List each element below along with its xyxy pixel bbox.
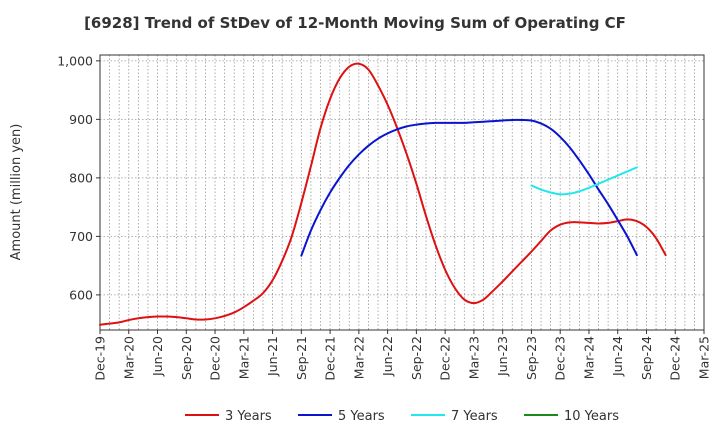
x-tick-label: Sep-20 (179, 336, 194, 380)
y-axis-label: Amount (million yen) (9, 124, 24, 261)
legend-label-7-years: 7 Years (451, 409, 498, 424)
x-tick-label: Mar-23 (466, 336, 481, 379)
x-tick-label: Sep-23 (524, 336, 539, 380)
x-tick-label: Dec-20 (208, 336, 223, 381)
x-tick-label: Dec-19 (93, 336, 108, 381)
x-tick-label: Jun-23 (495, 336, 510, 377)
plot-frame (99, 54, 705, 331)
x-tick-label: Dec-22 (438, 336, 453, 381)
x-tick-label: Sep-21 (294, 336, 309, 380)
y-tick-label: 700 (69, 229, 93, 244)
x-tick-label: Dec-23 (553, 336, 568, 381)
x-tick-label: Mar-20 (121, 336, 136, 379)
x-tick-label: Mar-22 (351, 336, 366, 379)
x-tick-label: Sep-22 (409, 336, 424, 380)
x-tick-label: Jun-21 (265, 336, 280, 377)
x-tick-label: Dec-24 (668, 336, 683, 381)
x-tick-labels: Dec-19 Mar-20 Jun-20 Sep-20 Dec-20 Mar-21 Jun-… (93, 330, 712, 381)
legend-label-3-years: 3 Years (225, 409, 272, 424)
grid-layer (100, 55, 704, 330)
legend-label-10-years: 10 Years (564, 409, 619, 424)
series-layer (99, 62, 667, 326)
y-tick-label: 600 (69, 287, 93, 302)
x-tick-label: Mar-21 (236, 336, 251, 379)
series-line-5-years (300, 118, 638, 257)
x-tick-label: Jun-20 (150, 336, 165, 377)
y-tick-label: 900 (69, 112, 93, 127)
x-tick-label: Mar-25 (697, 336, 712, 379)
x-tick-label: Dec-21 (323, 336, 338, 381)
x-tick-label: Sep-24 (639, 336, 654, 380)
chart-title: [6928] Trend of StDev of 12-Month Moving… (84, 14, 626, 32)
y-tick-labels: 600 700 800 900 1,000 (57, 53, 100, 302)
x-tick-label: Mar-24 (581, 336, 596, 379)
series-line-3-years (99, 62, 667, 326)
legend: 3 Years 5 Years 7 Years 10 Years (185, 409, 619, 424)
x-tick-label: Jun-22 (380, 336, 395, 377)
series-line-7-years (530, 166, 638, 196)
x-tick-label: Jun-24 (610, 336, 625, 377)
y-tick-label: 800 (69, 170, 93, 185)
y-tick-label: 1,000 (57, 53, 93, 68)
legend-label-5-years: 5 Years (338, 409, 385, 424)
